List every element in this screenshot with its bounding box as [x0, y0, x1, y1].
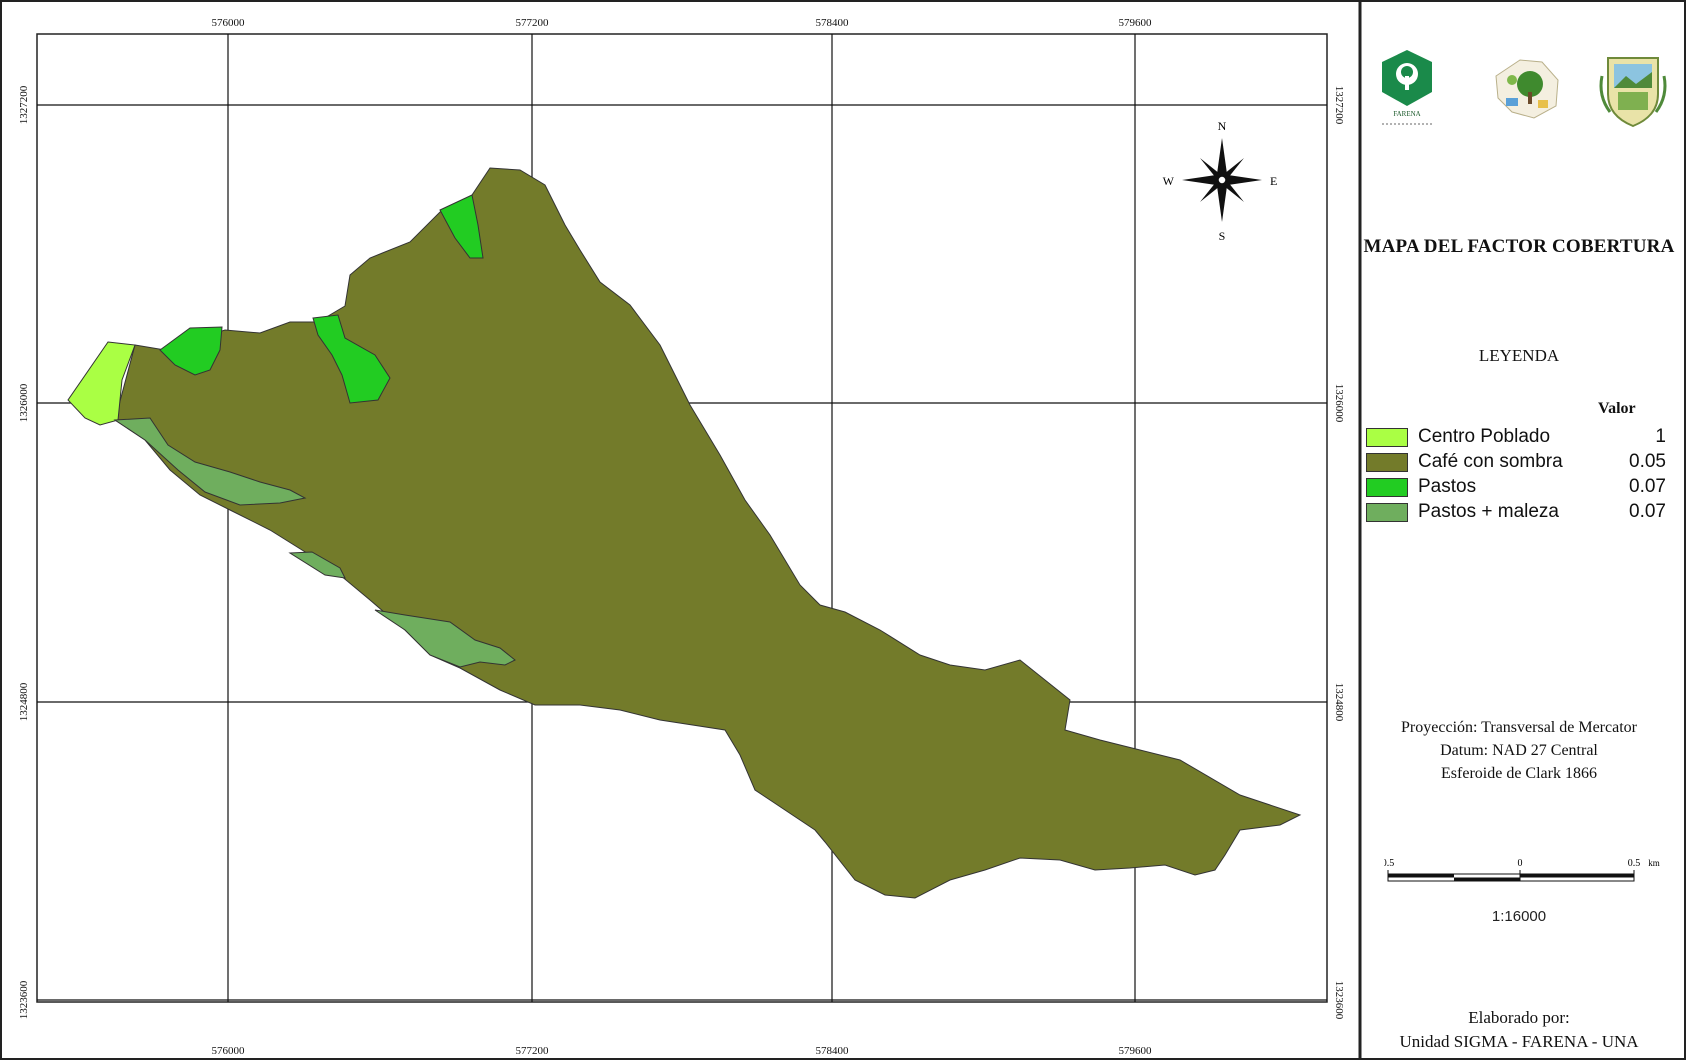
- legend-value: 0.05: [1629, 451, 1666, 472]
- projection-info: Proyección: Transversal de Mercator Datu…: [1360, 716, 1678, 785]
- farena-logo-text: FARENA: [1393, 110, 1420, 118]
- credits-line-2: Unidad SIGMA - FARENA - UNA: [1399, 1032, 1639, 1051]
- map-neatline: [36, 33, 1328, 1003]
- legend-swatch: [1366, 453, 1408, 472]
- scale-unit-label: km: [1648, 858, 1660, 868]
- x-tick-bottom-1: 576000: [212, 1045, 246, 1057]
- compass-s-label: S: [1219, 229, 1226, 243]
- centro-poblado-polygon: [67, 341, 136, 426]
- farena-logo: FARENA: [1370, 46, 1444, 130]
- y-tick-left-3: 1324800: [18, 682, 30, 721]
- projection-line: Proyección: Transversal de Mercator: [1401, 719, 1637, 736]
- x-tick-top-1: 576000: [212, 17, 246, 29]
- pastos-polygon-1: [159, 326, 223, 376]
- legend-title: LEYENDA: [1478, 346, 1560, 365]
- compass-n-label: N: [1218, 119, 1227, 133]
- y-tick-left-4: 1323600: [18, 980, 30, 1019]
- north-arrow-icon: N S E W: [1163, 119, 1278, 243]
- cafe-con-sombra-polygon: [114, 167, 1302, 899]
- y-tick-right-4: 1323600: [1333, 981, 1345, 1020]
- legend-label: Café con sombra: [1418, 451, 1563, 472]
- una-map-logo: [1490, 46, 1564, 130]
- datum-line: Datum: NAD 27 Central: [1440, 742, 1598, 759]
- pastos-polygon-3: [439, 194, 484, 259]
- legend-item: Pastos 0.07: [1366, 476, 1676, 500]
- legend-value: 0.07: [1629, 476, 1666, 497]
- pastos-maleza-polygon-1: [113, 417, 307, 506]
- coat-of-arms-logo: [1596, 46, 1670, 130]
- y-tick-left-2: 1326000: [18, 383, 30, 422]
- y-tick-labels-left: 1327200 1326000 1324800 1323600: [18, 85, 30, 1019]
- legend-swatch: [1366, 428, 1408, 447]
- land-cover-layer: [67, 167, 1302, 899]
- scale-left-label: 0.5: [1384, 858, 1394, 869]
- legend-swatch: [1366, 478, 1408, 497]
- y-tick-right-3: 1324800: [1333, 683, 1345, 722]
- legend-value-header: Valor: [1598, 400, 1636, 417]
- scale-ratio: 1:16000: [1491, 908, 1547, 925]
- scale-mid-label: 0: [1518, 858, 1523, 869]
- legend-item: Café con sombra 0.05: [1366, 451, 1676, 475]
- spheroid-line: Esferoide de Clark 1866: [1441, 765, 1597, 782]
- compass-e-label: E: [1270, 174, 1277, 188]
- legend-label: Centro Poblado: [1418, 426, 1551, 447]
- y-tick-right-2: 1326000: [1333, 384, 1345, 423]
- y-tick-left-1: 1327200: [18, 85, 30, 124]
- x-tick-top-4: 579600: [1119, 17, 1153, 29]
- credits-line-1: Elaborado por:: [1468, 1008, 1570, 1027]
- scale-right-label: 0.5: [1628, 858, 1641, 869]
- scale-bar: 0.5 0 0.5 km: [1382, 856, 1664, 896]
- x-tick-labels: 576000 577200 578400 579600 576000 57720…: [212, 17, 1153, 1057]
- pastos-polygon-2: [312, 314, 391, 404]
- legend-label: Pastos: [1418, 476, 1477, 497]
- compass-w-label: W: [1163, 174, 1175, 188]
- legend-item: Centro Poblado 1: [1366, 426, 1676, 450]
- pastos-maleza-polygon-3: [374, 609, 516, 668]
- x-tick-bottom-4: 579600: [1119, 1045, 1153, 1057]
- side-panel: FARENA MAPA DEL FA: [1360, 8, 1678, 1054]
- credits: Elaborado por: Unidad SIGMA - FARENA - U…: [1360, 1006, 1678, 1054]
- x-tick-top-2: 577200: [516, 17, 550, 29]
- legend-value: 1: [1655, 426, 1666, 447]
- y-tick-right-1: 1327200: [1333, 86, 1345, 125]
- legend-item: Pastos + maleza 0.07: [1366, 501, 1676, 525]
- legend-label: Pastos + maleza: [1418, 501, 1559, 522]
- legend-value: 0.07: [1629, 501, 1666, 522]
- x-tick-bottom-3: 578400: [816, 1045, 850, 1057]
- legend-swatch: [1366, 503, 1408, 522]
- pastos-maleza-polygon-2: [288, 551, 346, 579]
- x-tick-bottom-2: 577200: [516, 1045, 550, 1057]
- x-tick-top-3: 578400: [816, 17, 850, 29]
- y-tick-labels-right: 1327200 1326000 1324800 1323600: [1333, 86, 1345, 1020]
- map-title: MAPA DEL FACTOR COBERTURA: [1363, 236, 1675, 257]
